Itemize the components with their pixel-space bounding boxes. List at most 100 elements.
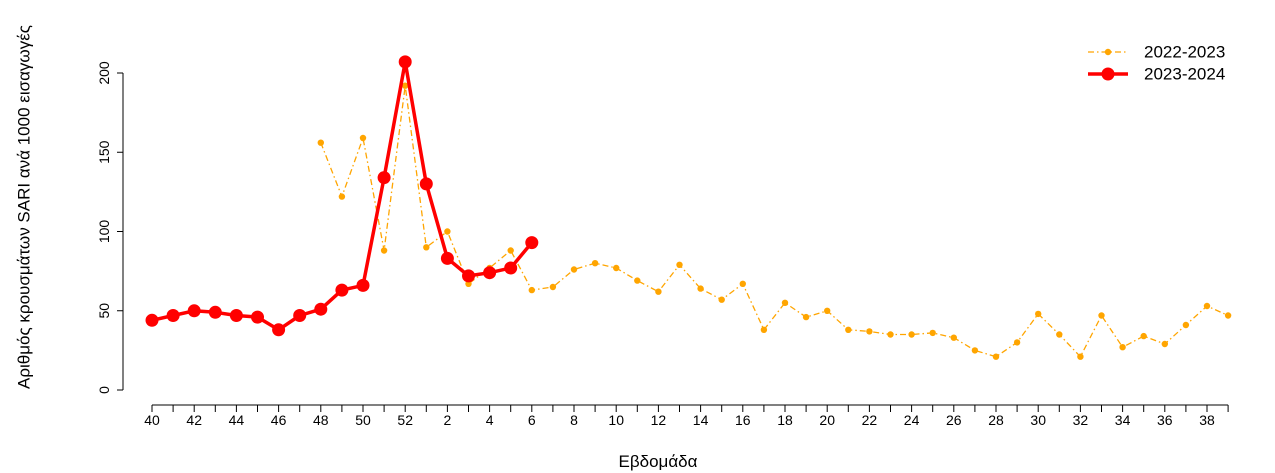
data-point <box>634 277 641 284</box>
data-point <box>229 309 243 322</box>
data-point <box>781 299 789 306</box>
data-point <box>591 260 599 267</box>
data-point <box>739 280 746 287</box>
data-point <box>251 310 264 324</box>
data-point <box>549 283 557 291</box>
x-tick-label: 42 <box>186 412 202 428</box>
data-point <box>359 134 367 142</box>
data-point <box>528 286 535 294</box>
x-tick-label: 50 <box>355 412 371 428</box>
x-tick-label: 48 <box>313 412 329 428</box>
legend-item: 2023-2024 <box>1088 65 1225 84</box>
data-point <box>1161 340 1169 348</box>
data-point <box>950 334 957 341</box>
data-point <box>145 313 159 327</box>
data-point <box>419 177 433 191</box>
data-point <box>971 347 979 354</box>
data-point <box>525 236 539 250</box>
x-tick-label: 8 <box>570 412 578 428</box>
x-tick-label: 46 <box>271 412 287 428</box>
data-point <box>1119 344 1126 351</box>
data-point <box>380 247 388 254</box>
data-point <box>613 264 620 272</box>
data-point <box>462 269 475 283</box>
x-tick-label: 30 <box>1030 412 1046 428</box>
data-point <box>335 283 349 297</box>
data-point <box>293 309 307 322</box>
data-point <box>377 171 391 185</box>
data-point <box>845 326 852 333</box>
x-tick-label: 20 <box>819 412 835 428</box>
data-point <box>655 288 662 295</box>
data-point <box>887 331 894 338</box>
x-tick-label: 34 <box>1115 412 1131 428</box>
data-point <box>908 331 915 338</box>
x-tick-label: 24 <box>904 412 920 428</box>
legend-marker <box>1104 48 1112 56</box>
data-point <box>1203 302 1211 310</box>
series-line <box>320 85 1229 358</box>
x-tick-label: 14 <box>693 412 709 428</box>
x-tick-label: 44 <box>229 412 245 428</box>
data-point <box>1140 332 1147 340</box>
data-point <box>1035 310 1042 318</box>
series-layer <box>145 55 1232 360</box>
x-tick-label: 28 <box>988 412 1004 428</box>
y-axis-title: Αριθμός κρουσμάτων SARI ανά 1000 εισαγωγ… <box>15 25 34 389</box>
data-point <box>697 285 704 292</box>
x-tick-label: 12 <box>651 412 667 428</box>
data-point <box>1098 312 1105 319</box>
data-point <box>570 266 578 273</box>
data-point <box>317 139 324 146</box>
y-tick-label: 50 <box>96 303 112 319</box>
data-point <box>1224 312 1232 319</box>
data-point <box>483 266 497 280</box>
data-point <box>398 55 412 69</box>
data-point <box>444 228 451 235</box>
legend-marker <box>1101 67 1115 81</box>
data-point <box>866 328 873 335</box>
data-point <box>676 261 683 268</box>
x-tick-label: 38 <box>1199 412 1215 428</box>
data-point <box>423 244 430 251</box>
data-point <box>1056 331 1063 338</box>
y-tick-label: 150 <box>96 140 112 164</box>
data-point <box>1182 321 1190 329</box>
data-point <box>1077 353 1084 360</box>
legend-label: 2022-2023 <box>1144 43 1225 62</box>
x-ticks: 40 42 44 46 48 50 52 2 4 6 8 10 12 14 16 18 20 22 24 26 28 30… <box>144 405 1229 428</box>
x-tick-label: 52 <box>397 412 413 428</box>
x-tick-label: 2 <box>444 412 452 428</box>
y-tick-label: 200 <box>96 61 112 85</box>
legend-item: 2022-2023 <box>1088 43 1225 62</box>
x-axis-title: Εβδομάδα <box>619 452 698 471</box>
x-tick-label: 22 <box>862 412 878 428</box>
data-point <box>208 305 222 319</box>
x-tick-label: 36 <box>1157 412 1173 428</box>
y-tick-label: 0 <box>96 386 112 394</box>
legend: 2022-2023 2023-2024 <box>1088 43 1225 84</box>
x-tick-label: 10 <box>608 412 624 428</box>
x-tick-label: 6 <box>528 412 536 428</box>
y-tick-label: 100 <box>96 220 112 244</box>
data-point <box>440 251 454 265</box>
x-tick-label: 18 <box>777 412 793 428</box>
data-point <box>992 353 1000 360</box>
data-point <box>504 261 518 275</box>
data-point <box>929 329 936 337</box>
data-point <box>760 326 768 333</box>
x-tick-label: 26 <box>946 412 962 428</box>
legend-label: 2023-2024 <box>1144 65 1225 84</box>
series-2022-2023 <box>317 82 1232 360</box>
x-tick-label: 16 <box>735 412 751 428</box>
data-point <box>272 323 286 337</box>
x-tick-label: 32 <box>1073 412 1089 428</box>
y-ticks: 0 50 100 150 200 <box>96 61 123 394</box>
x-tick-label: 40 <box>144 412 160 428</box>
series-2023-2024 <box>145 55 539 337</box>
data-point <box>356 278 370 292</box>
data-point <box>824 307 831 314</box>
data-point <box>338 193 346 200</box>
data-point <box>802 313 810 321</box>
